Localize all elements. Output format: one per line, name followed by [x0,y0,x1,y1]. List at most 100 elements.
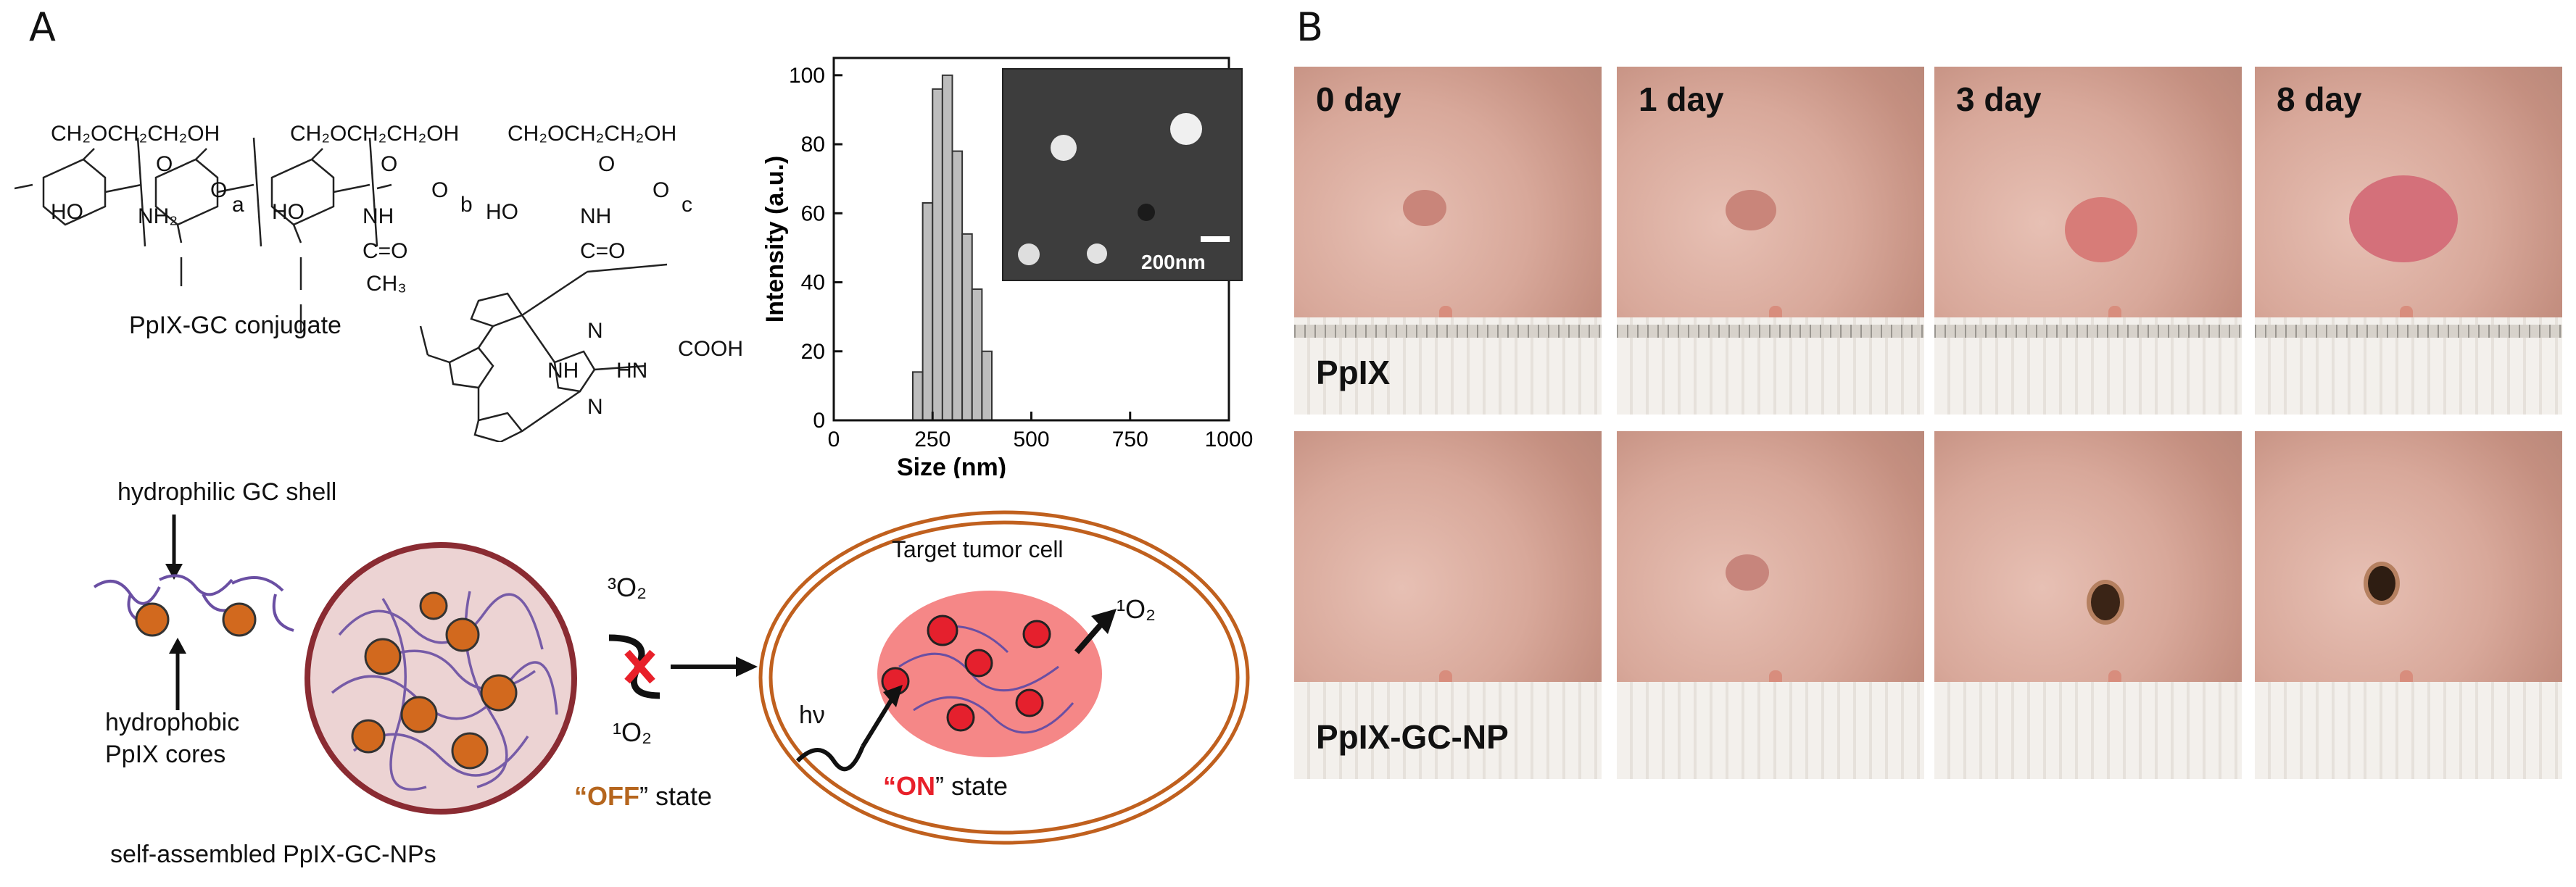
necrotic-spot [2364,562,2400,605]
o-label-4: O [431,178,449,202]
photo-pplx-day0: 0 day PpIX [1294,67,1602,415]
y-tick-label: 80 [801,133,825,157]
y-tick-label: 20 [801,340,825,364]
o-label-6: O [653,178,670,202]
histogram-svg: 0 250 500 750 1000 0 20 40 60 80 100 Size (nm) Inten… [761,57,1254,481]
tumor [1403,190,1446,226]
nanoparticle-4 [1018,243,1040,265]
x-axis-label: Size (nm) [897,454,1006,478]
x-tick-label: 1000 [1205,428,1254,451]
cell-title-label: Target tumor cell [892,536,1064,562]
ruler [2255,325,2562,338]
histogram-bar [932,88,943,421]
ch2och2ch2oh-label-3: CH₂OCH₂CH₂OH [508,122,677,146]
off-state-label: “OFF” state [574,781,712,812]
n-top-label: N [587,319,603,343]
y-tick-label: 100 [789,64,825,88]
index-b: b [460,193,473,217]
nanoparticle-3 [1087,243,1107,264]
o-label-1: O [156,152,173,176]
index-a: a [232,193,244,217]
n-bottom-label: N [587,395,603,419]
histogram-bar [981,350,993,421]
y-axis-label: Intensity (a.u.) [761,156,789,322]
pplx-gc-conjugate-caption: PpIX-GC conjugate [129,312,341,339]
x-tick-label: 0 [828,428,840,451]
size-distribution-chart: 0 250 500 750 1000 0 20 40 60 80 100 Size (nm) Inten… [747,43,1254,481]
nanoparticle-2 [1170,113,1202,145]
on-state-label: “ON” state [883,771,1008,801]
co-label-b: C=O [363,239,408,263]
np-interior-svg [331,591,558,791]
histogram-bar [912,371,924,422]
tumor [2065,197,2137,262]
tumor [1726,554,1769,591]
paper-background [1934,681,2242,779]
histogram-bar [951,150,964,421]
self-assembled-nanoparticle [305,542,577,815]
cooh-label: COOH [678,337,743,361]
index-c: c [682,193,692,217]
x-tick-label: 500 [1013,428,1049,451]
off-open-quote: “ [574,781,587,811]
row-label-pplx-gc-np: PpIX-GC-NP [1316,718,1509,756]
day-label-1: 1 day [1639,80,1724,118]
singlet-oxygen-right-label: ¹O₂ [1117,594,1156,624]
off-word: OFF [587,781,639,811]
x-tick-label: 750 [1112,428,1148,451]
day-label-0: 0 day [1316,80,1401,118]
target-tumor-cell: Target tumor cell ¹O₂ hν “ON” state [754,507,1254,848]
scale-bar-label: 200nm [1141,251,1206,273]
triplet-oxygen-label: ³O₂ [608,572,647,602]
unimer-molecules [87,565,297,652]
paper-background [2255,681,2562,779]
ho-label-2: HO [272,200,305,224]
tumor [1726,190,1776,230]
ruler [1934,325,2242,338]
core-arrow [163,638,192,714]
histogram-bar [922,202,934,421]
paper-background [1294,681,1602,779]
np-caption: self-assembled PpIX-GC-NPs [110,841,436,868]
tem-inset-image: 200nm [1002,68,1243,281]
hv-label: hν [799,701,825,729]
off-close: ” state [639,781,713,811]
ch3-label: CH₃ [366,272,407,296]
hydrophobic-label: hydrophobic [105,709,240,736]
tumor [2349,175,2458,262]
o-label-5: O [598,152,616,176]
co-label-c: C=O [580,239,626,263]
transition-arrow [671,652,758,685]
hydrophilic-shell-label: hydrophilic GC shell [117,478,337,506]
hn-ring-label: HN [616,359,648,383]
photo-pplx-day1: 1 day [1617,67,1924,415]
photo-pplx-day3: 3 day [1934,67,2242,415]
row-label-pplx: PpIX [1316,354,1391,391]
photo-pplx-day8: 8 day [2255,67,2562,415]
photo-pplx-gc-np-day3 [1934,431,2242,779]
histogram-bar [961,233,973,421]
necrotic-spot [2087,580,2124,625]
ho-label-1: HO [51,200,83,224]
nanoparticle-5 [1138,204,1155,221]
ho-label-3: HO [486,200,518,224]
scale-bar [1201,236,1230,242]
y-tick-label: 0 [813,409,825,433]
nanoparticle-1 [1051,135,1077,161]
pplx-gc-structure: CH₂OCH₂CH₂OH CH₂OCH₂CH₂OH CH₂OCH₂CH₂OH H… [14,109,783,444]
o-label-3: O [381,152,398,176]
y-tick-label: 60 [801,201,825,225]
singlet-oxygen-left-label: ¹O₂ [613,717,652,747]
nh2-label: NH₂ [138,204,178,228]
on-word: ON [896,771,935,801]
nh-label-b: NH [363,204,394,228]
day-label-3: 3 day [1956,80,2042,118]
off-switch-arrows [595,623,682,714]
photo-pplx-gc-np-day8 [2255,431,2562,779]
panel-a-letter: A [29,4,56,50]
ch2och2ch2oh-label-2: CH₂OCH₂CH₂OH [290,122,460,146]
x-tick-label: 250 [914,428,951,451]
pplx-cores-label: PpIX cores [105,741,226,768]
day-label-8: 8 day [2277,80,2362,118]
nh-ring-label: NH [547,359,579,383]
